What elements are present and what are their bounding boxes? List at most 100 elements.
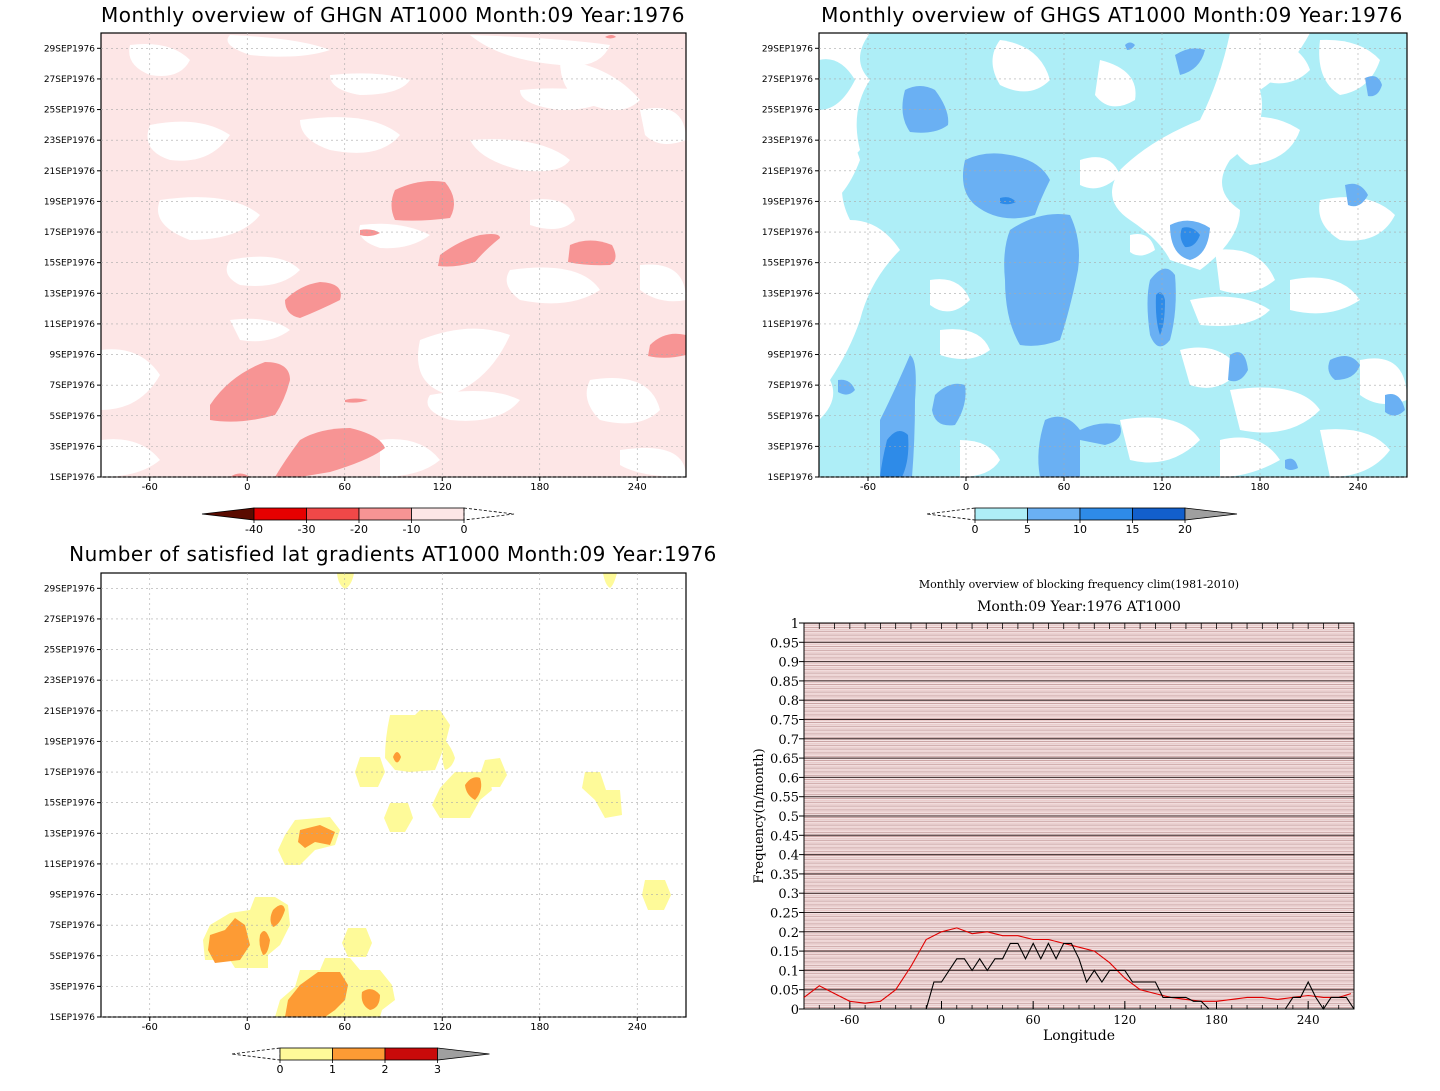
colorbar-right-extension [463,507,515,521]
ghgs-5-10-regions [838,42,1405,477]
date-tick-label: 3SEP1976 [768,442,814,452]
observed-frequency-line [925,942,1355,1010]
colorbar-tick-label: 3 [434,1063,441,1076]
y-tick-label: 0.1 [778,964,799,979]
ghgn-field [101,33,686,477]
colorbar-segment [974,507,1028,521]
ghgn-zero-regions [101,35,686,477]
colorbar-tick-label: 0 [461,523,468,536]
longitude-tick-label: 180 [530,482,549,493]
colorbar-left-extension [201,507,255,521]
date-tick-label: 5SEP1976 [50,952,96,962]
longitude-tick-label: 60 [338,1022,351,1033]
date-tick-label: 13SEP1976 [44,289,95,299]
date-tick-label: 9SEP1976 [50,351,96,361]
lat-background [101,573,686,1017]
y-tick-label: 0.4 [778,849,799,864]
ghgn-gridlines [97,33,686,481]
y-tick-label: 0.25 [770,907,799,922]
date-tick-label: 15SEP1976 [44,259,95,269]
x-tick-label: 60 [1026,1013,1041,1027]
colorbar-tick-label: 0 [277,1063,284,1076]
longitude-tick-label: -60 [142,1022,158,1033]
date-tick-label: 21SEP1976 [44,707,95,717]
colorbar-right-extension [1184,507,1238,521]
date-tick-label: 3SEP1976 [50,442,96,452]
date-tick-label: 1SEP1976 [50,1013,96,1023]
date-tick-label: 17SEP1976 [44,768,95,778]
ghgn-panel: Monthly overview of GHGN AT1000 Month:09… [44,3,687,536]
y-tick-label: 0.55 [770,791,799,806]
colorbar-segment [279,1047,333,1061]
colorbar-tick-label: 10 [1073,523,1087,536]
y-tick-label: 0.3 [778,887,799,902]
date-tick-label: 21SEP1976 [44,167,95,177]
date-tick-label: 3SEP1976 [50,982,96,992]
y-tick-label: 0.9 [778,656,799,671]
colorbar-segment [332,1047,386,1061]
date-tick-label: 15SEP1976 [762,259,813,269]
x-tick-label: 240 [1297,1013,1320,1027]
y-tick-label: 0.95 [770,636,799,651]
colorbar-left-extension [231,1047,281,1061]
date-tick-label: 7SEP1976 [50,921,96,931]
date-tick-label: 13SEP1976 [44,829,95,839]
ghgs-colorbar: 0 5 10 15 20 [926,507,1238,536]
colorbar-segment [1027,507,1081,521]
y-tick-label: 0.35 [770,868,799,883]
longitude-tick-label: 240 [1348,482,1367,493]
date-tick-label: 19SEP1976 [44,737,95,747]
blocking-gridlines [804,622,1354,1010]
blocking-axes: 0 0.05 0.1 0.15 0.2 0.25 0.3 0.35 0.4 0.45 0.5 0.55… [770,617,1355,1027]
ghgs-zero-regions [819,35,1407,477]
x-tick-label: 120 [1113,1013,1136,1027]
y-tick-label: 0.8 [778,694,799,709]
date-tick-label: 7SEP1976 [50,381,96,391]
date-tick-label: 5SEP1976 [50,412,96,422]
colorbar-segment [253,507,307,521]
lat-date-axis: 1SEP1976 3SEP1976 5SEP1976 7SEP1976 9SEP1976… [44,584,95,1023]
date-tick-label: 9SEP1976 [50,891,96,901]
date-tick-label: 5SEP1976 [768,412,814,422]
colorbar-tick-label: 20 [1178,523,1192,536]
ghgn-plot-frame [100,32,687,478]
lat-plot-frame [100,572,687,1018]
lat-gradients-panel: Number of satisfied lat gradients AT1000… [44,542,717,1076]
y-tick-label: 0 [791,1003,799,1018]
ghgs-title: Monthly overview of GHGS AT1000 Month:09… [821,3,1403,27]
blocking-series [803,927,1355,1010]
date-tick-label: 1SEP1976 [50,473,96,483]
blocking-y-axis-label: Frequency(n/month) [752,748,767,883]
ghgn-date-axis: 1SEP1976 3SEP1976 5SEP1976 7SEP1976 9SEP1976… [44,44,95,483]
lat-field [101,573,686,1017]
date-tick-label: 15SEP1976 [44,799,95,809]
climatology-frequency-line [803,927,1352,1004]
x-tick-label: 0 [938,1013,946,1027]
date-tick-label: 19SEP1976 [762,197,813,207]
colorbar-tick-label: 1 [329,1063,336,1076]
colorbar-tick-label: 0 [972,523,979,536]
date-tick-label: 17SEP1976 [762,228,813,238]
y-tick-label: 0.05 [770,984,799,999]
ghgs-10-15-regions [880,197,1200,477]
date-tick-label: 21SEP1976 [762,167,813,177]
ghgs-longitude-axis: -60 0 60 120 180 240 [860,482,1368,493]
date-tick-label: 23SEP1976 [44,136,95,146]
date-tick-label: 1SEP1976 [768,473,814,483]
longitude-tick-label: 0 [244,1022,250,1033]
colorbar-tick-label: -30 [298,523,316,536]
lat-gridlines [97,573,686,1021]
date-tick-label: 19SEP1976 [44,197,95,207]
ghgn-title: Monthly overview of GHGN AT1000 Month:09… [101,3,685,27]
longitude-tick-label: 0 [244,482,250,493]
date-tick-label: 23SEP1976 [762,136,813,146]
date-tick-label: 29SEP1976 [44,584,95,594]
date-tick-label: 25SEP1976 [44,646,95,656]
ghgs-field [819,33,1407,477]
longitude-tick-label: 240 [628,1022,647,1033]
colorbar-tick-label: -40 [245,523,263,536]
longitude-tick-label: 60 [338,482,351,493]
colorbar-tick-label: 15 [1126,523,1140,536]
y-tick-label: 1 [791,617,799,632]
